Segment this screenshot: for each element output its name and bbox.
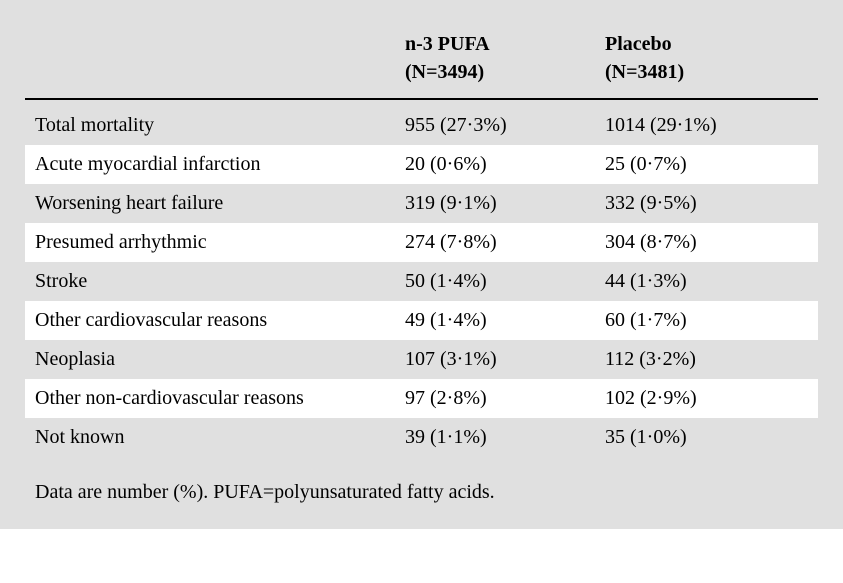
- row-label: Not known: [35, 426, 405, 449]
- table-row: Neoplasia107 (3·1%)112 (3·2%): [25, 340, 818, 379]
- row-value-pufa: 49 (1·4%): [405, 309, 605, 332]
- row-value-placebo: 60 (1·7%): [605, 309, 805, 332]
- row-label: Other cardiovascular reasons: [35, 309, 405, 332]
- row-value-placebo: 1014 (29·1%): [605, 114, 805, 137]
- table-row: Not known39 (1·1%)35 (1·0%): [25, 418, 818, 457]
- row-value-placebo: 35 (1·0%): [605, 426, 805, 449]
- row-value-placebo: 112 (3·2%): [605, 348, 805, 371]
- column-header-placebo: Placebo (N=3481): [605, 30, 805, 86]
- row-value-pufa: 107 (3·1%): [405, 348, 605, 371]
- mortality-table: n-3 PUFA (N=3494) Placebo (N=3481) Total…: [0, 0, 843, 529]
- row-value-placebo: 102 (2·9%): [605, 387, 805, 410]
- table-row: Other cardiovascular reasons49 (1·4%)60 …: [25, 301, 818, 340]
- row-label: Total mortality: [35, 114, 405, 137]
- row-value-pufa: 955 (27·3%): [405, 114, 605, 137]
- table-row: Worsening heart failure319 (9·1%)332 (9·…: [25, 184, 818, 223]
- row-value-pufa: 20 (0·6%): [405, 153, 605, 176]
- table-header-row: n-3 PUFA (N=3494) Placebo (N=3481): [25, 30, 818, 100]
- table-row: Presumed arrhythmic274 (7·8%)304 (8·7%): [25, 223, 818, 262]
- table-footnote: Data are number (%). PUFA=polyunsaturate…: [25, 481, 818, 504]
- table-row: Other non-cardiovascular reasons97 (2·8%…: [25, 379, 818, 418]
- row-label: Worsening heart failure: [35, 192, 405, 215]
- row-label: Stroke: [35, 270, 405, 293]
- row-value-placebo: 25 (0·7%): [605, 153, 805, 176]
- table-row: Acute myocardial infarction20 (0·6%)25 (…: [25, 145, 818, 184]
- header-line1: n-3 PUFA: [405, 33, 490, 55]
- row-label: Other non-cardiovascular reasons: [35, 387, 405, 410]
- row-label: Acute myocardial infarction: [35, 153, 405, 176]
- row-value-pufa: 274 (7·8%): [405, 231, 605, 254]
- header-spacer: [25, 30, 405, 86]
- row-label: Neoplasia: [35, 348, 405, 371]
- row-label: Presumed arrhythmic: [35, 231, 405, 254]
- header-line2: (N=3494): [405, 61, 484, 83]
- row-value-placebo: 44 (1·3%): [605, 270, 805, 293]
- row-value-pufa: 97 (2·8%): [405, 387, 605, 410]
- table-body: Total mortality955 (27·3%)1014 (29·1%)Ac…: [25, 106, 818, 457]
- header-line2: (N=3481): [605, 61, 684, 83]
- row-value-placebo: 304 (8·7%): [605, 231, 805, 254]
- row-value-pufa: 50 (1·4%): [405, 270, 605, 293]
- row-value-pufa: 319 (9·1%): [405, 192, 605, 215]
- column-header-pufa: n-3 PUFA (N=3494): [405, 30, 605, 86]
- table-row: Stroke50 (1·4%)44 (1·3%): [25, 262, 818, 301]
- table-row: Total mortality955 (27·3%)1014 (29·1%): [25, 106, 818, 145]
- row-value-placebo: 332 (9·5%): [605, 192, 805, 215]
- row-value-pufa: 39 (1·1%): [405, 426, 605, 449]
- header-line1: Placebo: [605, 33, 672, 55]
